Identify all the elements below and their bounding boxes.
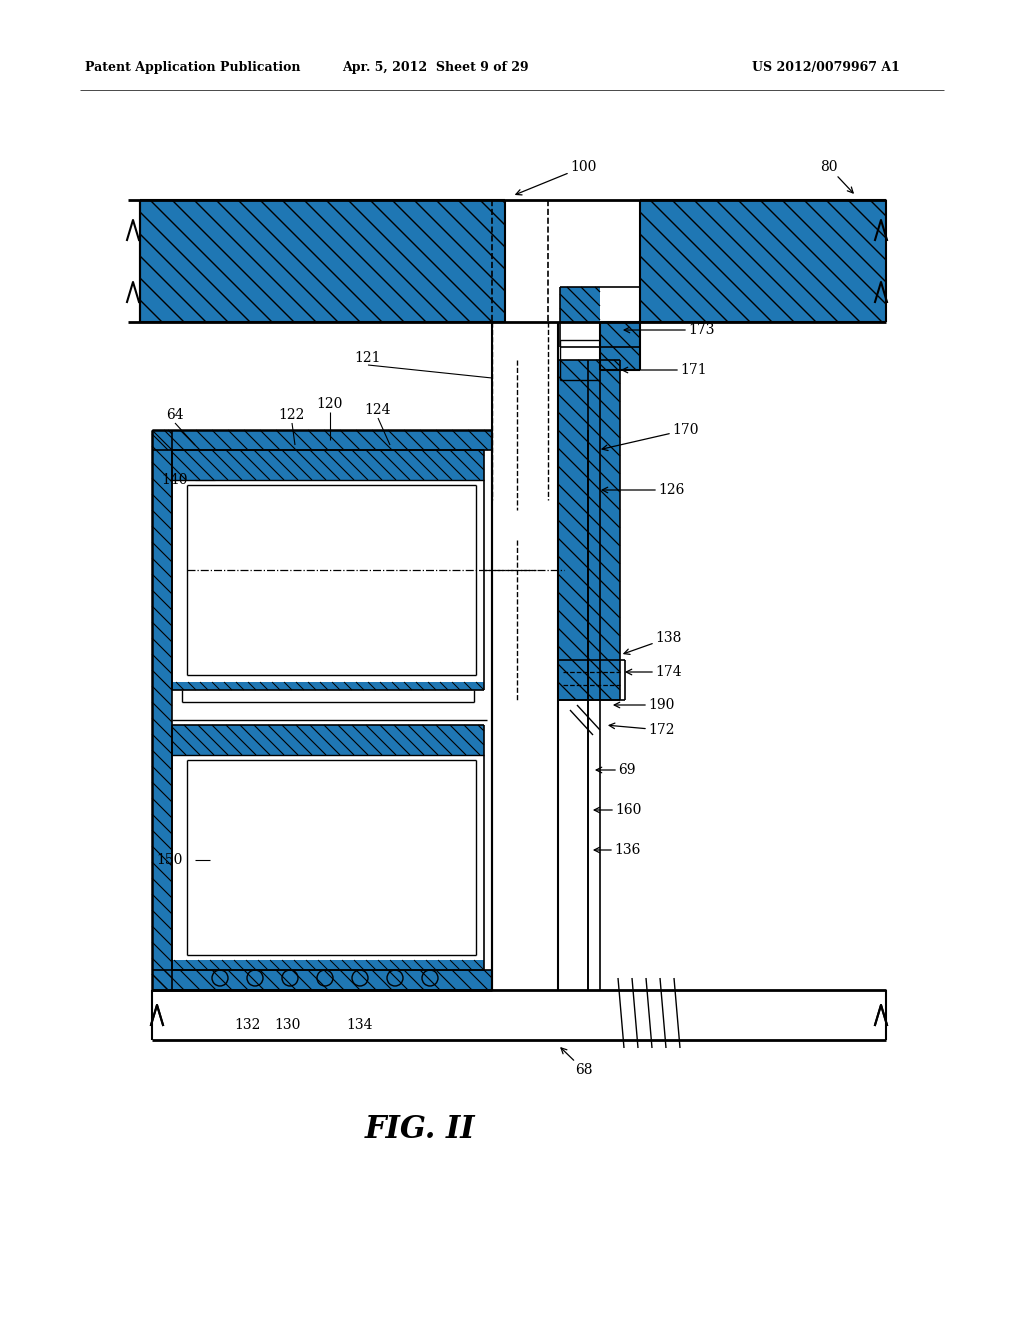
Text: 174: 174 bbox=[626, 665, 682, 678]
Bar bbox=[172, 960, 484, 970]
Text: 132: 132 bbox=[234, 1018, 261, 1032]
Text: 172: 172 bbox=[609, 723, 675, 737]
Text: Patent Application Publication: Patent Application Publication bbox=[85, 62, 300, 74]
Bar bbox=[152, 430, 172, 990]
Text: 100: 100 bbox=[516, 160, 596, 195]
Text: 130: 130 bbox=[274, 1018, 301, 1032]
Text: 64: 64 bbox=[166, 408, 184, 422]
Text: 160: 160 bbox=[594, 803, 641, 817]
Text: 68: 68 bbox=[561, 1048, 593, 1077]
Text: 122: 122 bbox=[279, 408, 305, 422]
Bar bbox=[140, 201, 505, 322]
Text: FIG. II: FIG. II bbox=[365, 1114, 475, 1146]
Bar bbox=[152, 970, 492, 990]
Text: 173: 173 bbox=[625, 323, 715, 337]
Text: 69: 69 bbox=[596, 763, 636, 777]
Text: 120: 120 bbox=[316, 397, 343, 411]
Text: Apr. 5, 2012  Sheet 9 of 29: Apr. 5, 2012 Sheet 9 of 29 bbox=[342, 62, 528, 74]
Text: 80: 80 bbox=[820, 160, 853, 193]
Bar bbox=[600, 322, 640, 370]
Bar bbox=[558, 360, 620, 700]
Text: 138: 138 bbox=[624, 631, 681, 655]
Bar bbox=[172, 682, 484, 690]
Bar bbox=[560, 286, 600, 322]
Text: 140: 140 bbox=[162, 473, 188, 487]
Bar bbox=[172, 725, 484, 755]
Bar bbox=[152, 430, 492, 450]
Text: 150: 150 bbox=[157, 853, 183, 867]
Text: 121: 121 bbox=[354, 351, 381, 366]
Bar bbox=[172, 450, 484, 480]
Text: 136: 136 bbox=[594, 843, 640, 857]
Text: 126: 126 bbox=[602, 483, 684, 498]
Bar bbox=[640, 201, 886, 322]
Text: 134: 134 bbox=[347, 1018, 374, 1032]
Text: 124: 124 bbox=[365, 403, 391, 417]
Text: US 2012/0079967 A1: US 2012/0079967 A1 bbox=[752, 62, 900, 74]
Text: 170: 170 bbox=[602, 422, 698, 450]
Text: 171: 171 bbox=[623, 363, 707, 378]
Text: 190: 190 bbox=[614, 698, 675, 711]
